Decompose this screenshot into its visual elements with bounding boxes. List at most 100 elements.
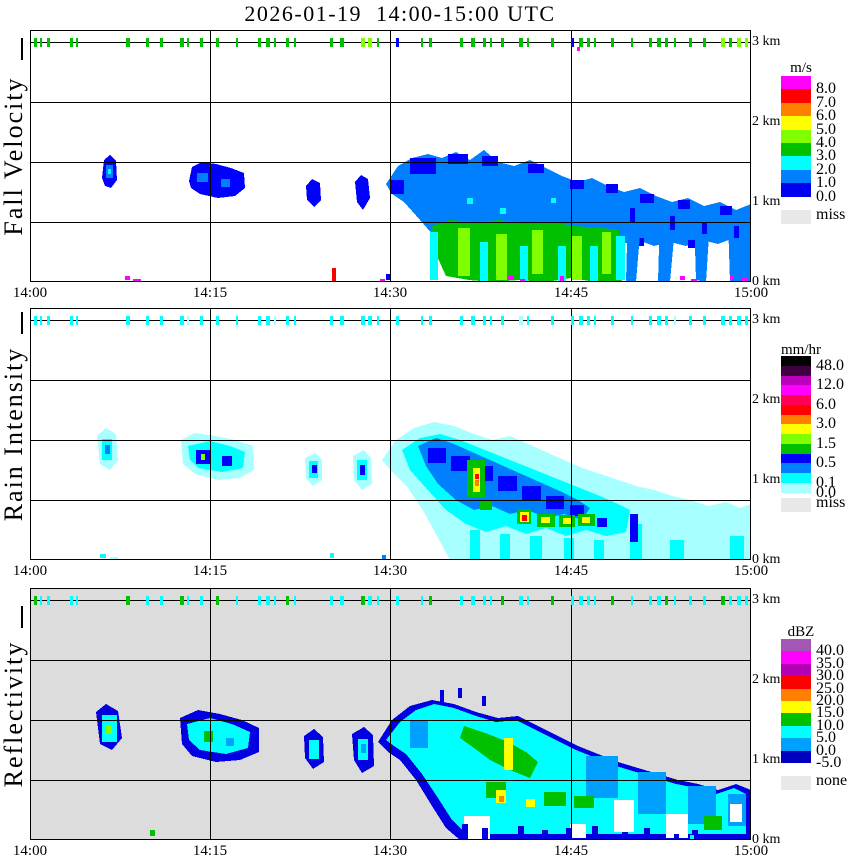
- cloud-echo-tick: [674, 316, 676, 325]
- cloud-echo-tick: [258, 38, 261, 47]
- cloud-echo-tick: [361, 38, 365, 47]
- legend-tick-label: 3.0: [816, 415, 836, 433]
- data-blob: [475, 480, 479, 486]
- time-label: 15:00: [733, 843, 769, 859]
- cloud-echo-tick: [737, 596, 741, 605]
- cloud-echo-tick: [340, 596, 344, 605]
- cloud-echo-tick: [70, 316, 73, 325]
- cloud-echo-tick: [340, 316, 344, 325]
- cloud-echo-tick: [236, 38, 238, 47]
- time-label: 14:30: [372, 285, 408, 301]
- cloud-echo-tick: [551, 38, 554, 47]
- data-blob: [150, 830, 155, 836]
- data-blob: [522, 486, 541, 501]
- legend-tick-label: 0.0: [816, 741, 836, 759]
- time-label: 14:30: [372, 843, 408, 859]
- data-blob: [582, 517, 590, 523]
- legend-tick-label: 8.0: [816, 80, 836, 98]
- cloud-echo-tick: [631, 316, 633, 325]
- legend-colorbar-rain-intensity: [781, 356, 811, 493]
- cloud-echo-tick: [180, 38, 184, 47]
- cloud-echo-tick: [460, 38, 463, 47]
- data-blob: [106, 725, 112, 734]
- cloud-echo-tick: [579, 596, 583, 605]
- cloud-echo-tick: [483, 316, 486, 325]
- data-blob: [702, 222, 707, 234]
- legend-color-block: [781, 750, 811, 763]
- data-blob: [597, 518, 607, 527]
- cloud-echo-tick: [396, 38, 399, 47]
- legend-tick-label: 10.0: [816, 716, 844, 734]
- data-blob: [189, 162, 245, 198]
- legend-color-block: [781, 89, 811, 103]
- cloud-echo-tick: [294, 38, 296, 47]
- data-blob: [691, 279, 697, 282]
- cloud-echo-tick: [216, 316, 219, 325]
- legend-color-block: [781, 663, 811, 677]
- plot-border: [30, 30, 751, 282]
- cloud-echo-tick: [34, 316, 37, 325]
- cloud-echo-tick: [490, 38, 492, 47]
- cloud-echo-tick: [471, 596, 475, 605]
- legend-color-block: [781, 156, 811, 170]
- cloud-echo-tick: [160, 596, 163, 605]
- data-blob: [520, 246, 528, 282]
- legend-tick-label: 7.0: [816, 93, 836, 111]
- cloud-echo-tick: [571, 316, 574, 325]
- cloud-echo-tick: [180, 596, 184, 605]
- legend-color-block: [781, 713, 811, 726]
- data-blob: [586, 756, 618, 798]
- data-blob: [560, 276, 564, 281]
- km-label: 2 km: [752, 114, 781, 129]
- cloud-echo-tick: [501, 38, 504, 47]
- time-label: 15:00: [733, 563, 769, 579]
- cloud-echo-tick: [274, 596, 276, 605]
- cloud-echo-tick: [286, 38, 289, 47]
- cloud-echo-tick: [126, 316, 130, 325]
- km-label: 0 km: [752, 552, 781, 567]
- legend-tick-label: 5.0: [816, 729, 836, 747]
- cloud-echo-tick: [471, 316, 475, 325]
- cloud-echo-tick: [40, 38, 42, 47]
- data-blob: [332, 268, 336, 282]
- data-blob: [428, 448, 446, 463]
- data-blob: [108, 169, 111, 174]
- data-blob: [380, 279, 385, 282]
- time-label: 14:00: [12, 285, 48, 301]
- data-blob: [626, 206, 642, 282]
- legend-tick-label: 25.0: [816, 679, 844, 697]
- data-blob: [448, 154, 468, 164]
- data-blob: [306, 179, 321, 207]
- legend-tick-label: 12.0: [816, 376, 844, 394]
- cloud-echo-tick: [377, 316, 379, 325]
- legend-color-block: [781, 453, 811, 464]
- cloud-echo-tick: [657, 596, 661, 605]
- legend-color-block: [781, 404, 811, 415]
- cloud-echo-tick: [665, 316, 668, 325]
- data-blob: [451, 456, 470, 471]
- cloud-echo-tick: [737, 38, 741, 47]
- cloud-echo-tick: [368, 316, 372, 325]
- cloud-echo-tick: [377, 596, 379, 605]
- cloud-echo-tick: [146, 596, 149, 605]
- cloud-echo-tick: [146, 316, 149, 325]
- cloud-echo-tick: [551, 596, 554, 605]
- data-blob: [508, 276, 514, 280]
- data-blob: [570, 505, 584, 516]
- y-axis-label-reflectivity: Reflectivity: [0, 640, 28, 788]
- cloud-echo-tick: [266, 316, 270, 325]
- cloud-echo-tick: [146, 38, 149, 47]
- cloud-echo-tick: [187, 38, 189, 47]
- legend-color-block: [781, 385, 811, 395]
- legend-color-block: [781, 463, 811, 473]
- legend-missing-swatch: [781, 210, 811, 224]
- cloud-echo-tick: [657, 38, 661, 47]
- legend-tick-label: 3.0: [816, 147, 836, 165]
- data-blob: [460, 726, 538, 778]
- cloud-echo-tick: [631, 38, 633, 47]
- data-blob: [226, 738, 234, 746]
- cloud-echo-tick: [274, 38, 276, 47]
- cloud-echo-tick: [429, 38, 432, 47]
- data-blob: [330, 553, 334, 558]
- cloud-echo-tick: [649, 596, 652, 605]
